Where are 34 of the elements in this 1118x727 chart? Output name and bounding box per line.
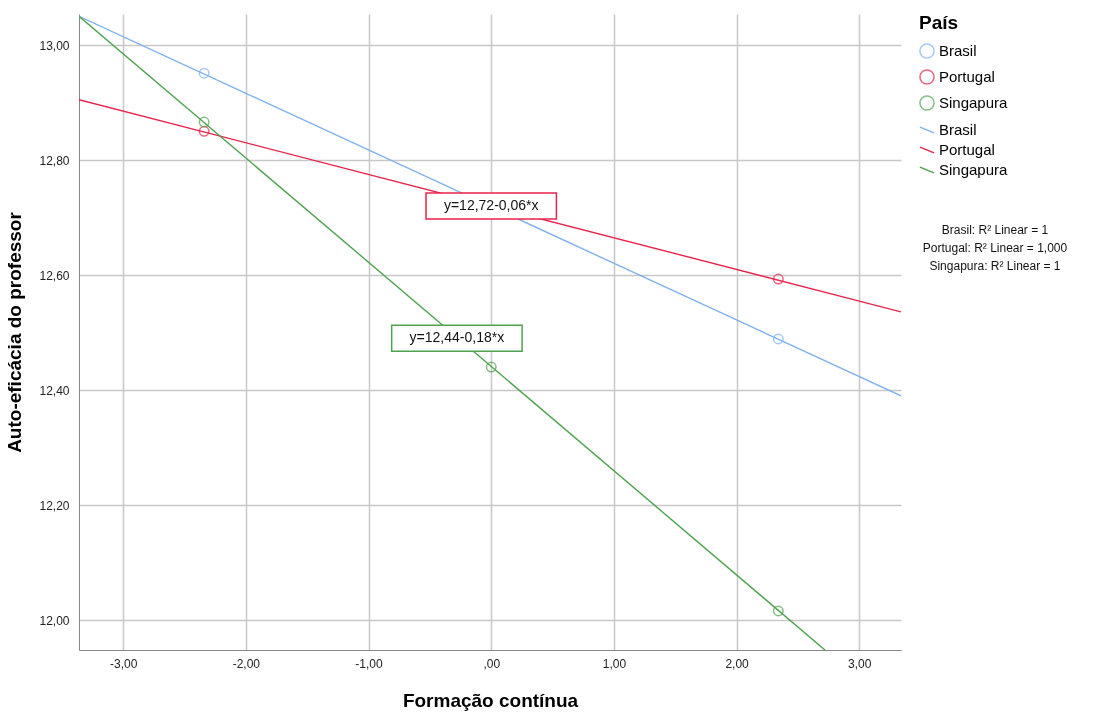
annotation: y=12,72-0,06*x	[443, 197, 539, 214]
x-tick-label: 1,00	[602, 656, 627, 671]
point	[485, 361, 497, 373]
x-tick-label: 2,00	[725, 656, 750, 671]
text: Brasil: R² Linear = 1	[941, 223, 1049, 237]
x-tick-label: 3,00	[848, 656, 872, 671]
y-axis-title: Auto-eficácia do professor	[4, 211, 26, 453]
y-tick-label: 12,60	[39, 268, 70, 283]
point	[198, 125, 210, 137]
legend-label: Singapura	[939, 94, 1009, 111]
x-tick-label: -1,00	[355, 656, 384, 671]
text: Singapura: R² Linear = 1	[929, 259, 1061, 273]
legend-label: Singapura	[939, 161, 1009, 178]
y-tick-label: 12,80	[39, 153, 70, 168]
point	[772, 605, 784, 617]
x-axis-title: Formação contínua	[402, 689, 579, 711]
point	[198, 67, 210, 79]
point	[772, 273, 784, 285]
legend-label: Portugal	[939, 141, 995, 158]
legend-title: País	[919, 12, 959, 33]
annotation: y=12,44-0,18*x	[409, 329, 505, 346]
legend-label: Brasil	[939, 121, 977, 138]
x-tick-label: -2,00	[232, 656, 261, 671]
y-tick-label: 12,00	[39, 613, 70, 628]
x-tick-label: -3,00	[109, 656, 138, 671]
y-tick-label: 12,20	[39, 498, 70, 513]
text: Portugal: R² Linear = 1,000	[922, 241, 1068, 255]
point	[198, 116, 210, 128]
y-tick-label: 13,00	[39, 38, 70, 53]
legend-label: Portugal	[939, 68, 995, 85]
x-tick-label: ,00	[483, 656, 501, 671]
legend-label: Brasil	[939, 42, 977, 59]
y-tick-label: 12,40	[39, 383, 70, 398]
point	[772, 333, 784, 345]
